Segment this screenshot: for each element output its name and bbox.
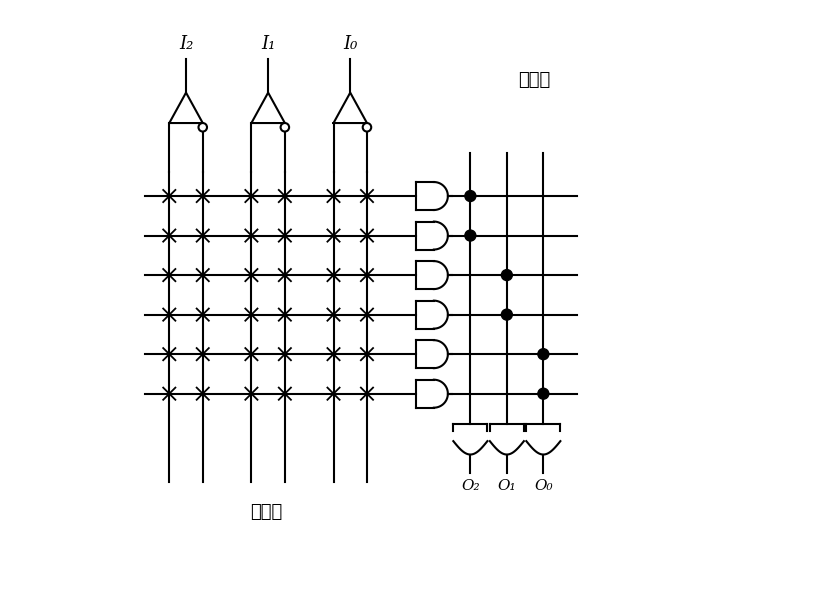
Circle shape <box>502 269 512 280</box>
Circle shape <box>198 123 207 131</box>
Text: 或阵列: 或阵列 <box>518 71 550 89</box>
Circle shape <box>538 349 549 360</box>
Text: 与阵列: 与阵列 <box>250 503 283 521</box>
Text: O₂: O₂ <box>461 479 480 493</box>
Text: O₁: O₁ <box>498 479 516 493</box>
Text: I₂: I₂ <box>179 35 193 53</box>
Text: O₀: O₀ <box>534 479 553 493</box>
Circle shape <box>280 123 289 131</box>
Text: I₀: I₀ <box>343 35 358 53</box>
Circle shape <box>465 191 476 202</box>
Circle shape <box>502 309 512 320</box>
Circle shape <box>363 123 372 131</box>
Text: I₁: I₁ <box>261 35 276 53</box>
Circle shape <box>465 230 476 241</box>
Circle shape <box>538 388 549 399</box>
